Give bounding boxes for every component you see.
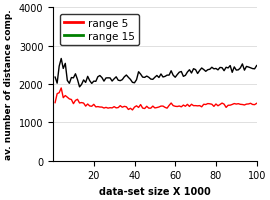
Y-axis label: av. number of distance comp.: av. number of distance comp. (4, 10, 13, 159)
X-axis label: data-set size X 1000: data-set size X 1000 (99, 186, 211, 196)
Legend: range 5, range 15: range 5, range 15 (60, 15, 140, 46)
